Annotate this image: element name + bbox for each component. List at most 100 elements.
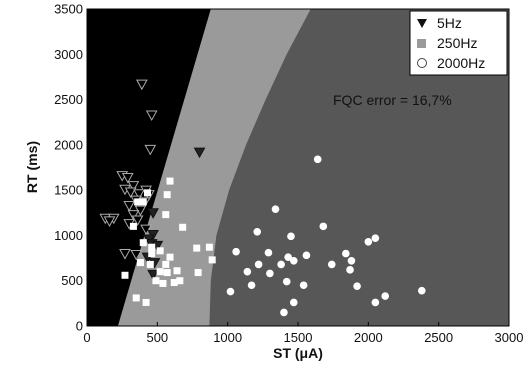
point-2000hz	[347, 256, 356, 265]
point-250hz	[148, 250, 156, 258]
y-tick-label: 500	[61, 273, 83, 288]
point-250hz	[146, 260, 154, 268]
point-2000hz	[254, 260, 263, 269]
data-points	[99, 79, 426, 317]
x-tick-label: 2500	[424, 330, 453, 345]
y-tick-label: 0	[76, 319, 83, 334]
point-250hz	[166, 253, 174, 261]
point-2000hz	[243, 267, 252, 276]
point-2000hz	[353, 282, 361, 290]
point-250hz	[142, 298, 150, 306]
legend-label-250hz: 250Hz	[437, 35, 477, 51]
legend-square-icon	[417, 39, 426, 48]
point-250hz	[132, 294, 140, 302]
point-2000hz	[327, 260, 336, 269]
point-250hz	[173, 267, 181, 275]
y-tick-label: 1000	[54, 228, 83, 243]
point-250hz	[205, 243, 213, 251]
point-250hz	[193, 244, 201, 252]
point-5hz	[136, 79, 148, 91]
point-2000hz	[346, 266, 354, 274]
point-5hz	[131, 215, 144, 227]
x-tick-label: 1000	[213, 330, 242, 345]
point-2000hz	[364, 237, 373, 246]
point-250hz	[163, 269, 171, 277]
point-2000hz	[302, 251, 311, 260]
point-5hz	[144, 144, 157, 156]
y-tick-label: 1500	[54, 183, 83, 198]
x-tick-label: 500	[146, 330, 168, 345]
x-axis-ticks: 0 500 1000 1500 2000 2500 3000	[83, 322, 523, 345]
fqc-error-annotation: FQC error = 16,7%	[333, 92, 452, 108]
point-5hz	[140, 224, 152, 236]
point-250hz	[139, 239, 147, 247]
point-2000hz	[271, 205, 280, 213]
point-250hz	[156, 247, 164, 255]
point-250hz	[208, 256, 216, 264]
point-2000hz	[371, 234, 380, 242]
point-2000hz	[319, 222, 328, 231]
y-tick-label: 2500	[54, 92, 83, 107]
point-250hz	[163, 191, 171, 199]
x-tick-label: 1500	[284, 330, 313, 345]
point-5hz	[147, 269, 159, 281]
x-tick-label: 2000	[354, 330, 383, 345]
point-250hz	[194, 269, 202, 277]
point-5hz	[127, 181, 140, 192]
point-2000hz	[381, 292, 390, 300]
point-2000hz	[299, 281, 308, 290]
point-5hz	[130, 249, 143, 261]
point-250hz	[139, 198, 147, 206]
point-5hz	[133, 189, 145, 200]
y-tick-label: 3500	[54, 2, 83, 17]
x-tick-label: 0	[83, 330, 90, 345]
point-250hz	[166, 177, 174, 185]
point-250hz	[162, 260, 170, 268]
point-2000hz	[417, 286, 426, 295]
point-2000hz	[253, 228, 262, 236]
point-2000hz	[371, 298, 380, 307]
region-2000hz	[209, 9, 509, 326]
legend: 5Hz 250Hz 2000Hz	[409, 10, 508, 76]
point-2000hz	[287, 232, 295, 241]
point-250hz	[159, 279, 167, 287]
point-250hz	[170, 279, 178, 287]
point-5hz	[103, 216, 116, 227]
point-250hz	[156, 268, 164, 276]
x-tick-label: 3000	[495, 330, 524, 345]
point-250hz	[179, 223, 187, 231]
point-2000hz	[313, 155, 322, 164]
point-2000hz	[264, 248, 273, 257]
point-5hz	[145, 110, 158, 121]
point-5hz	[124, 187, 137, 198]
point-5hz	[121, 172, 134, 184]
x-axis-label: ST (μA)	[273, 345, 323, 361]
point-2000hz	[342, 249, 350, 258]
point-250hz	[143, 189, 151, 197]
point-2000hz	[282, 277, 291, 286]
point-2000hz	[247, 281, 256, 290]
point-2000hz	[266, 269, 274, 278]
point-2000hz	[277, 260, 285, 269]
point-250hz	[148, 243, 156, 251]
point-5hz	[147, 208, 159, 219]
point-250hz	[129, 222, 137, 230]
point-2000hz	[284, 253, 292, 261]
y-tick-label: 3000	[54, 47, 83, 62]
point-5hz	[127, 210, 140, 221]
legend-label-2000hz: 2000Hz	[437, 55, 485, 71]
y-axis-ticks: 0 500 1000 1500 2000 2500 3000 3500	[54, 2, 91, 334]
legend-triangle-icon	[417, 19, 427, 28]
point-5hz	[123, 201, 136, 212]
point-5hz	[119, 249, 131, 260]
point-2000hz	[289, 298, 298, 307]
legend-label-5hz: 5Hz	[437, 15, 462, 31]
point-250hz	[162, 211, 170, 219]
point-2000hz	[280, 308, 288, 317]
point-250hz	[121, 271, 129, 279]
point-250hz	[176, 277, 184, 285]
point-2000hz	[232, 247, 240, 256]
point-2000hz	[289, 256, 298, 265]
legend-circle-icon	[417, 58, 427, 68]
